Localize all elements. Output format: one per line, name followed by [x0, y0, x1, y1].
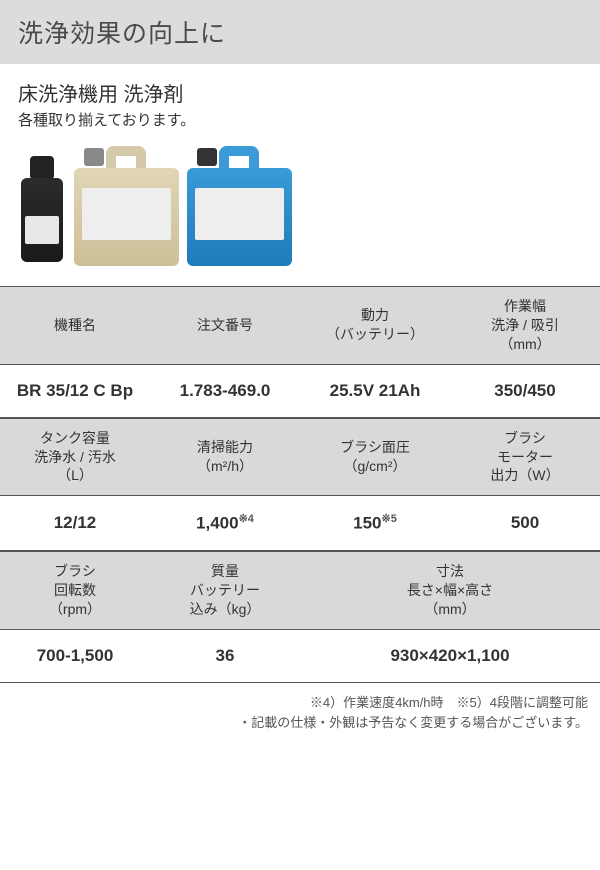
td-rpm: 700-1,500	[0, 629, 150, 682]
spec-table-3: ブラシ 回転数 （rpm） 質量 バッテリー 込み（kg） 寸法 長さ×幅×高さ…	[0, 551, 600, 683]
th-pressure: ブラシ面圧 （g/cm²）	[300, 418, 450, 496]
td-motor: 500	[450, 496, 600, 551]
product-jug-beige	[74, 146, 179, 266]
product-bottle-black	[18, 156, 66, 266]
td-mass: 36	[150, 629, 300, 682]
th-rpm: ブラシ 回転数 （rpm）	[0, 552, 150, 630]
th-motor: ブラシ モーター 出力（W）	[450, 418, 600, 496]
td-dim: 930×420×1,100	[300, 629, 600, 682]
td-width: 350/450	[450, 364, 600, 417]
th-tank: タンク容量 洗浄水 / 汚水 （L）	[0, 418, 150, 496]
th-order: 注文番号	[150, 287, 300, 365]
th-mass: 質量 バッテリー 込み（kg）	[150, 552, 300, 630]
td-model: BR 35/12 C Bp	[0, 364, 150, 417]
footnote-2: ・記載の仕様・外観は予告なく変更する場合がございます。	[12, 713, 588, 734]
spec-table-2: タンク容量 洗浄水 / 汚水 （L） 清掃能力 （m²/h） ブラシ面圧 （g/…	[0, 418, 600, 551]
th-dim: 寸法 長さ×幅×高さ （mm）	[300, 552, 600, 630]
banner-title: 洗浄効果の向上に	[0, 0, 600, 64]
subtitle: 床洗浄機用 洗浄剤	[0, 64, 600, 109]
spec-table-1: 機種名 注文番号 動力 （バッテリー） 作業幅 洗浄 / 吸引 （mm） BR …	[0, 286, 600, 418]
td-pressure: 150※5	[300, 496, 450, 551]
td-tank: 12/12	[0, 496, 150, 551]
product-images	[0, 142, 600, 286]
footnotes: ※4）作業速度4km/h時 ※5）4段階に調整可能 ・記載の仕様・外観は予告なく…	[0, 683, 600, 755]
th-width: 作業幅 洗浄 / 吸引 （mm）	[450, 287, 600, 365]
th-capacity: 清掃能力 （m²/h）	[150, 418, 300, 496]
td-capacity: 1,400※4	[150, 496, 300, 551]
footnote-1: ※4）作業速度4km/h時 ※5）4段階に調整可能	[12, 693, 588, 714]
tagline: 各種取り揃えております。	[0, 109, 600, 142]
th-power: 動力 （バッテリー）	[300, 287, 450, 365]
th-model: 機種名	[0, 287, 150, 365]
product-jug-blue	[187, 146, 292, 266]
td-power: 25.5V 21Ah	[300, 364, 450, 417]
td-order: 1.783-469.0	[150, 364, 300, 417]
